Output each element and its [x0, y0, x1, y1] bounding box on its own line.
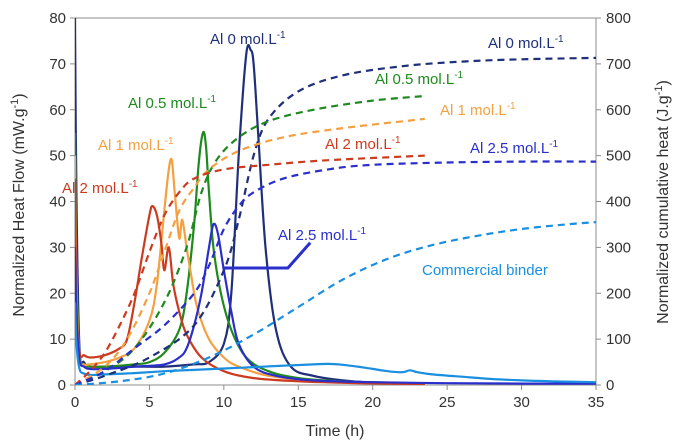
- y-right-tick-label: 500: [606, 148, 631, 165]
- annotation-al2-label: Al 2 mol.L-1: [325, 135, 401, 153]
- x-axis: 0 5 10 15 20 25 30 35: [71, 385, 605, 411]
- heat-flow-lines: [75, 18, 596, 385]
- y-axis-left-title-main: Normalized Heat Flow (mW.g: [11, 109, 28, 317]
- y-right-tick-label: 300: [606, 239, 631, 256]
- al25-callout-line: [222, 241, 312, 270]
- y-right-tick-label: 400: [606, 194, 631, 211]
- annotation-commercial-label: Commercial binder: [422, 262, 548, 279]
- y-left-tick-label: 50: [49, 148, 66, 165]
- y-left-tick-label: 60: [49, 102, 66, 119]
- y-right-tick-label: 700: [606, 56, 631, 73]
- x-tick-label: 0: [71, 394, 79, 411]
- y-right-tick-label: 600: [606, 102, 631, 119]
- heat-flow-line-al2: [75, 178, 425, 385]
- y-left-tick-label: 70: [49, 56, 66, 73]
- x-tick-label: 5: [145, 394, 153, 411]
- y-left-tick-label: 30: [49, 239, 66, 256]
- x-tick-label: 10: [216, 394, 233, 411]
- y-left-tick-label: 20: [49, 285, 66, 302]
- y-axis-right: 0 100 200 300 400 500 600 700 800: [596, 10, 631, 394]
- x-tick-label: 35: [588, 394, 605, 411]
- cumulative-heat-line-commercial: [75, 221, 596, 385]
- cumulative-heat-line-al2: [75, 154, 425, 385]
- x-axis-title: Time (h): [306, 423, 365, 440]
- annotation-al0-label: Al 0 mol.L-1: [488, 34, 564, 52]
- y-left-tick-label: 40: [49, 194, 66, 211]
- heat-flow-line-al1: [75, 155, 425, 385]
- x-tick-label: 15: [290, 394, 307, 411]
- heat-flow-line-al25: [75, 222, 596, 385]
- cumulative-heat-lines: [75, 56, 596, 385]
- x-tick-label: 30: [513, 394, 530, 411]
- y-right-tick-label: 800: [606, 10, 631, 27]
- y-axis-left-title: Normalized Heat Flow (mW.g-1): [9, 93, 28, 316]
- y-left-tick-label: 0: [58, 377, 66, 394]
- plot-area: [74, 17, 597, 386]
- axis-titles: Time (h) Normalized Heat Flow (mW.g-1) N…: [9, 80, 672, 440]
- annotation-al25-label: Al 2.5 mol.L-1: [470, 139, 559, 157]
- annotation-al25-label: Al 2.5 mol.L-1: [278, 226, 367, 244]
- y-axis-left-title-end: ): [11, 93, 28, 98]
- heat-flow-line-commercial: [75, 302, 596, 384]
- y-axis-right-title-main: Normalized cumulative heat (J.g: [655, 95, 672, 324]
- y-right-tick-label: 0: [606, 377, 614, 394]
- x-tick-label: 25: [439, 394, 456, 411]
- x-tick-label: 20: [364, 394, 381, 411]
- annotation-al1-label: Al 1 mol.L-1: [98, 136, 174, 154]
- y-right-tick-label: 100: [606, 331, 631, 348]
- annotation-al0-label: Al 0 mol.L-1: [210, 30, 286, 48]
- y-left-tick-label: 80: [49, 10, 66, 27]
- plot-frame: [74, 17, 597, 386]
- y-axis-right-title-end: ): [655, 80, 672, 85]
- y-axis-left: 0 10 20 30 40 50 60 70 80: [49, 10, 75, 394]
- annotation-al05-label: Al 0.5 mol.L-1: [128, 94, 217, 112]
- y-axis-left-title-sup: -1: [9, 99, 21, 109]
- y-axis-right-title: Normalized cumulative heat (J.g-1): [653, 80, 672, 324]
- cumulative-heat-line-al0: [75, 56, 596, 385]
- annotation-al1-label: Al 1 mol.L-1: [440, 101, 516, 119]
- y-axis-right-title-sup: -1: [653, 86, 665, 96]
- y-right-tick-label: 200: [606, 285, 631, 302]
- y-left-tick-label: 10: [49, 331, 66, 348]
- annotation-al05-label: Al 0.5 mol.L-1: [375, 70, 464, 88]
- annotations: Al 0 mol.L-1 Al 0 mol.L-1 Al 0.5 mol.L-1 Al…: [62, 30, 564, 279]
- annotation-al2-label: Al 2 mol.L-1: [62, 179, 138, 197]
- cumulative-heat-line-al25: [75, 160, 596, 385]
